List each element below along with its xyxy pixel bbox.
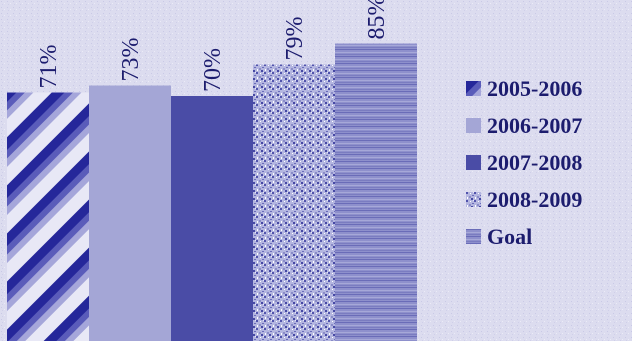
- solid-dark-swatch-icon: [466, 155, 481, 170]
- bar-2006-2007: [89, 85, 171, 341]
- legend-item-2005-2006: 2005-2006: [466, 70, 582, 107]
- legend-label: 2007-2008: [487, 149, 583, 175]
- value-labels-group: 71% 73% 70% 79% 85%: [36, 0, 390, 92]
- bar-2007-2008: [171, 96, 253, 341]
- bars-group: [7, 43, 417, 341]
- bar-2008-2009: [253, 64, 335, 341]
- legend-item-2008-2009: 2008-2009: [466, 181, 582, 218]
- horizontal-line-swatch-icon: [466, 229, 481, 244]
- legend-label: Goal: [487, 223, 533, 249]
- speckled-swatch-icon: [466, 192, 481, 207]
- value-label-2006-2007: 73%: [118, 38, 144, 82]
- legend-label: 2006-2007: [487, 112, 583, 138]
- bar-2005-2006: [7, 92, 89, 341]
- value-label-Goal: 85%: [364, 0, 390, 40]
- value-label-2008-2009: 79%: [282, 17, 308, 61]
- legend-item-2006-2007: 2006-2007: [466, 107, 582, 144]
- legend-item-2007-2008: 2007-2008: [466, 144, 582, 181]
- diagonal-stripe-swatch-icon: [466, 81, 481, 96]
- legend: 2005-2006 2006-2007 2007-2008 2008-2009 Goal: [466, 70, 582, 255]
- value-label-2007-2008: 70%: [200, 48, 226, 92]
- legend-label: 2008-2009: [487, 186, 583, 212]
- solid-light-swatch-icon: [466, 118, 481, 133]
- bar-Goal: [335, 43, 417, 341]
- legend-label: 2005-2006: [487, 75, 583, 101]
- legend-item-Goal: Goal: [466, 218, 582, 255]
- value-label-2005-2006: 71%: [36, 45, 62, 89]
